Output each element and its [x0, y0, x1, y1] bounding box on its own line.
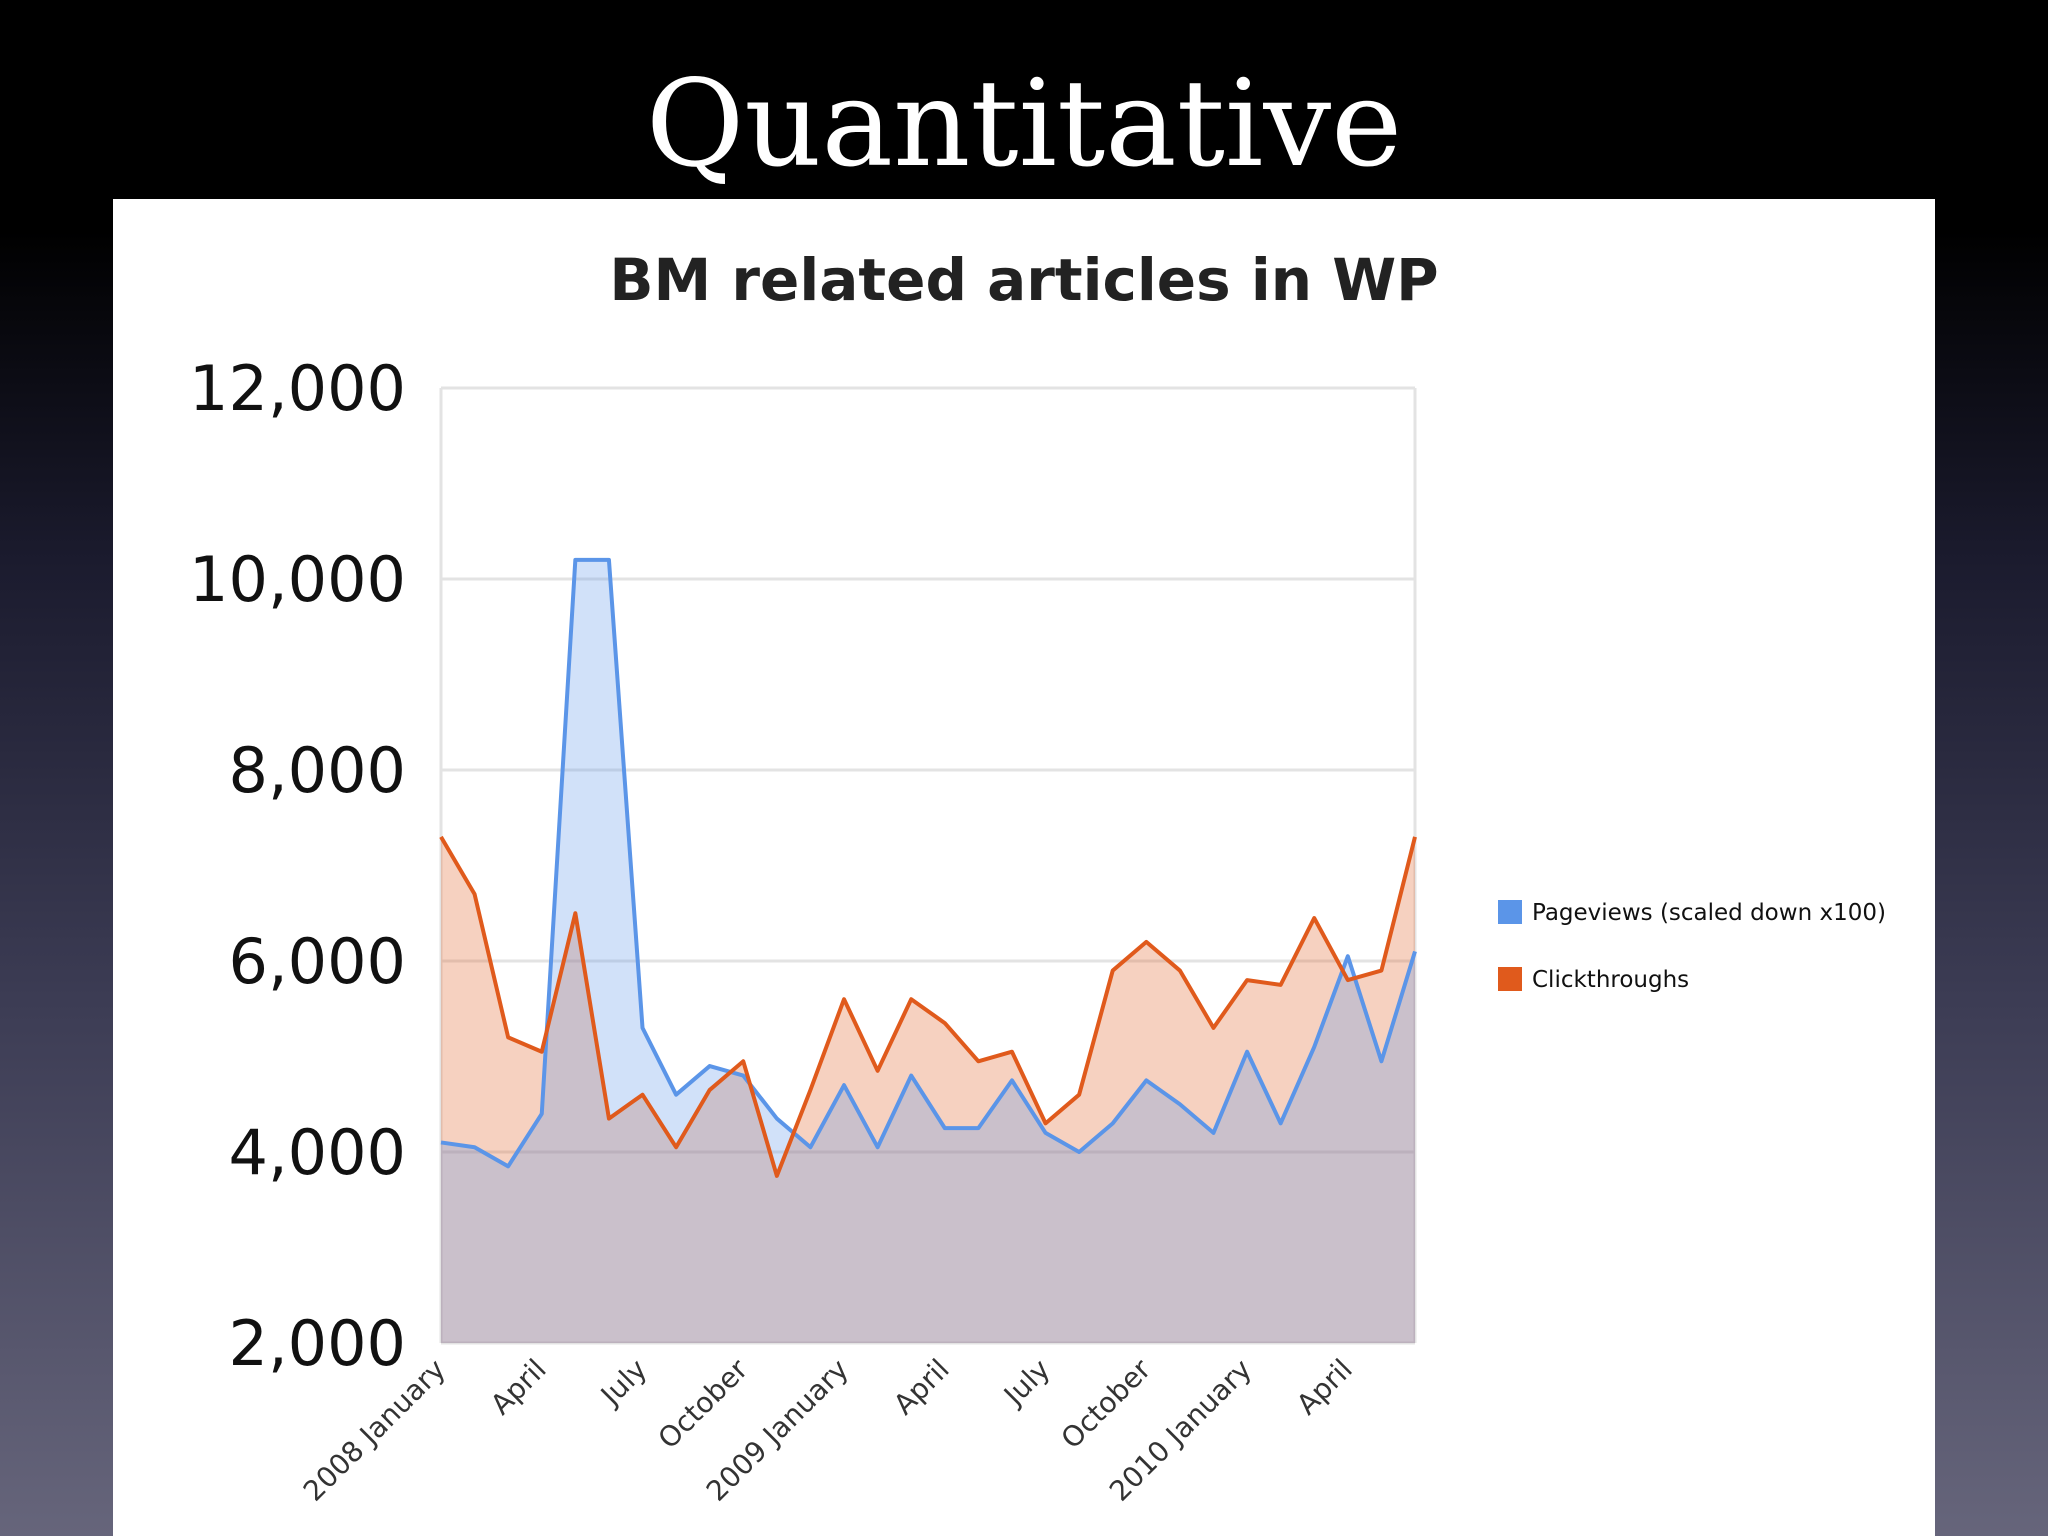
- y-axis: 2,000 4,000 6,000 8,000 10,000 12,000: [189, 352, 406, 1380]
- legend-label: Pageviews (scaled down x100): [1532, 900, 1886, 926]
- legend-label: Clickthroughs: [1532, 967, 1689, 993]
- y-tick-label: 6,000: [229, 925, 407, 998]
- slide-title: Quantitative: [645, 55, 1403, 194]
- x-tick-label: April: [887, 1353, 956, 1422]
- y-tick-label: 4,000: [229, 1116, 407, 1189]
- grid-layer: [439, 386, 1417, 1345]
- y-tick-label: 2,000: [229, 1307, 407, 1380]
- series-area-0: [441, 559, 1415, 1343]
- legend-swatch: [1498, 967, 1522, 991]
- legend: Pageviews (scaled down x100) Clickthrough…: [1498, 900, 1886, 993]
- x-tick-label: July: [593, 1353, 653, 1413]
- chart-title: BM related articles in WP: [609, 246, 1438, 314]
- series-line-0: [440, 557, 1417, 1169]
- y-tick-label: 12,000: [189, 352, 406, 425]
- chart-panel: [113, 199, 1935, 1536]
- x-tick-label: October: [1055, 1352, 1158, 1455]
- legend-swatch: [1498, 900, 1522, 924]
- x-tick-label: April: [484, 1353, 553, 1422]
- x-tick-label: July: [996, 1353, 1056, 1413]
- area-layer: [441, 559, 1415, 1343]
- x-tick-label: April: [1290, 1353, 1359, 1422]
- y-tick-label: 10,000: [189, 543, 406, 616]
- x-tick-label: October: [652, 1352, 755, 1455]
- series-area-1: [441, 836, 1415, 1343]
- line-layer: [439, 557, 1417, 1178]
- y-tick-label: 8,000: [229, 734, 407, 807]
- series-line-1: [439, 835, 1417, 1178]
